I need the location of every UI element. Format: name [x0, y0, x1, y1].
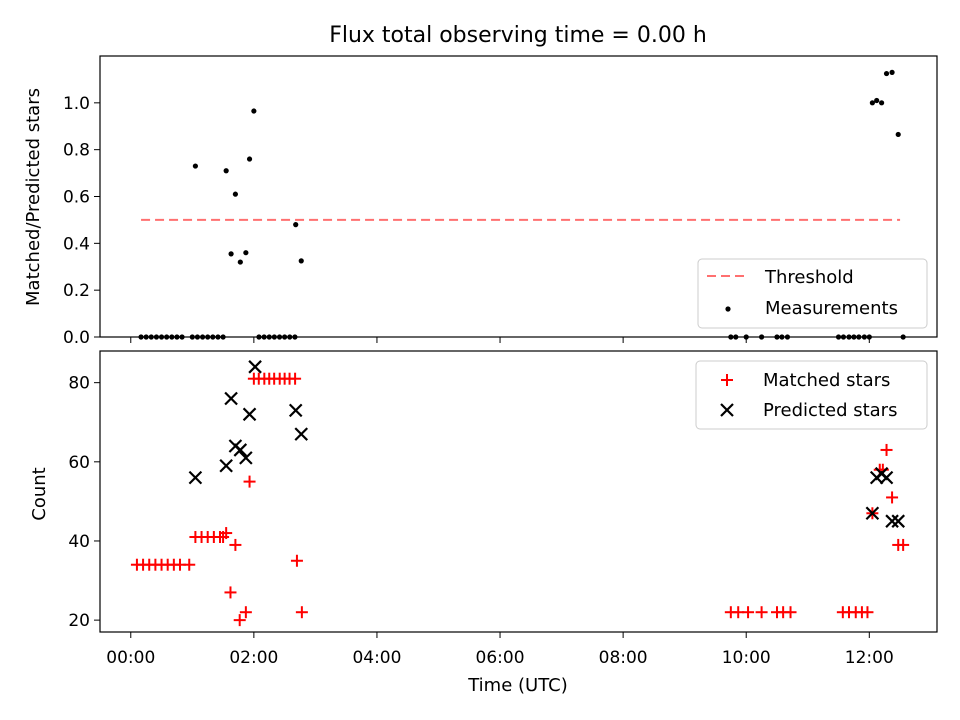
matched-star-point	[239, 606, 252, 619]
matched-star-point	[755, 606, 768, 619]
matched-star-point	[861, 606, 874, 619]
measurements-series	[138, 69, 906, 340]
matched-star-point	[897, 538, 910, 551]
bottom-y-tick-label: 20	[68, 611, 90, 631]
measurements-legend-label: Measurements	[765, 298, 898, 319]
matched-star-point	[183, 558, 196, 571]
top-panel: Matched/Predicted stars 0.0 0.2 0.4 0.6 0.8 1…	[23, 55, 938, 348]
top-y-tick-label: 0.6	[63, 188, 90, 208]
measurement-point	[243, 250, 249, 256]
bottom-panel: Count Time (UTC) 20 40 60 80 00:00 02:00 04:0…	[29, 350, 938, 696]
x-tick-label: 02:00	[229, 648, 278, 668]
measurement-point	[192, 163, 198, 169]
measurement-point	[293, 222, 299, 228]
matched-star-point	[220, 527, 233, 540]
x-tick-label: 12:00	[845, 648, 894, 668]
predicted-star-point	[865, 506, 880, 521]
bottom-y-tick-label: 80	[68, 374, 90, 394]
x-tick-label: 04:00	[352, 648, 401, 668]
predicted-star-point	[891, 514, 906, 528]
predicted-star-point	[242, 407, 257, 422]
matched-star-point	[880, 443, 893, 456]
measurement-point	[883, 70, 890, 77]
predicted-legend-swatch	[720, 403, 734, 417]
measurement-point	[869, 100, 875, 106]
x-tick-label: 10:00	[722, 648, 771, 668]
predicted-star-point	[188, 470, 203, 485]
matched-star-point	[784, 606, 797, 619]
top-y-tick-label: 0.4	[63, 234, 90, 254]
matched-star-point	[229, 538, 242, 551]
x-axis-label: Time (UTC)	[467, 675, 568, 696]
predicted-star-point	[294, 427, 309, 441]
matched-star-point	[233, 614, 246, 627]
predicted-star-point	[885, 514, 899, 528]
chart-title: Flux total observing time = 0.00 h	[329, 23, 707, 48]
matched-legend-label: Matched stars	[763, 370, 890, 391]
predicted-star-point	[288, 403, 303, 418]
top-y-tick-label: 0.8	[63, 141, 90, 161]
matched-star-point	[243, 475, 256, 488]
measurement-point	[895, 131, 901, 138]
predicted-star-point	[233, 443, 248, 457]
measurement-point	[237, 259, 243, 265]
x-tick-label: 08:00	[599, 648, 648, 668]
measurement-point	[228, 251, 234, 257]
bottom-legend-box	[695, 360, 928, 430]
measurements-legend-swatch	[725, 306, 731, 312]
predicted-legend-label: Predicted stars	[763, 400, 897, 421]
measurement-point	[889, 69, 895, 75]
predicted-star-point	[248, 360, 262, 374]
matched-stars-series	[130, 372, 910, 627]
measurement-point	[251, 108, 257, 114]
top-y-tick-label: 1.0	[63, 94, 90, 114]
measurement-point	[874, 97, 880, 104]
top-legend-box	[697, 258, 928, 329]
bottom-y-ticks: 20 40 60 80	[68, 374, 100, 631]
measurement-point	[879, 100, 885, 106]
matched-star-point	[290, 554, 303, 567]
top-x-ticks	[130, 337, 870, 343]
bottom-x-ticks: 00:00 02:00 04:00 06:00 08:00 10:00 12:00	[106, 632, 894, 668]
bottom-y-axis-label: Count	[29, 467, 50, 520]
matched-star-point	[224, 586, 237, 599]
top-y-ticks: 0.0 0.2 0.4 0.6 0.8 1.0	[63, 94, 100, 348]
measurement-point	[232, 191, 238, 197]
matched-legend-swatch	[721, 374, 733, 386]
measurement-point	[298, 258, 304, 264]
x-tick-label: 00:00	[106, 648, 155, 668]
predicted-star-point	[219, 458, 233, 473]
top-y-tick-label: 0.2	[63, 281, 90, 301]
top-y-axis-label: Matched/Predicted stars	[23, 88, 44, 306]
bottom-plot-frame	[99, 350, 938, 633]
predicted-star-point	[239, 451, 253, 465]
measurement-point	[223, 168, 229, 174]
measurement-point	[246, 156, 253, 162]
top-legend: Threshold Measurements	[697, 258, 928, 329]
top-y-tick-label: 0.0	[63, 328, 90, 348]
threshold-legend-label: Threshold	[764, 267, 854, 288]
bottom-y-tick-label: 40	[68, 532, 90, 552]
matched-star-point	[295, 606, 308, 619]
bottom-legend: Matched stars Predicted stars	[695, 360, 928, 430]
matched-star-point	[886, 491, 899, 504]
bottom-y-tick-label: 60	[68, 453, 90, 473]
matched-star-point	[742, 606, 755, 619]
x-tick-label: 06:00	[476, 648, 525, 668]
predicted-star-point	[224, 391, 238, 406]
predicted-star-point	[879, 470, 894, 485]
top-plot-frame	[99, 55, 938, 338]
matched-star-point	[289, 372, 302, 385]
predicted-stars-series	[188, 360, 906, 528]
